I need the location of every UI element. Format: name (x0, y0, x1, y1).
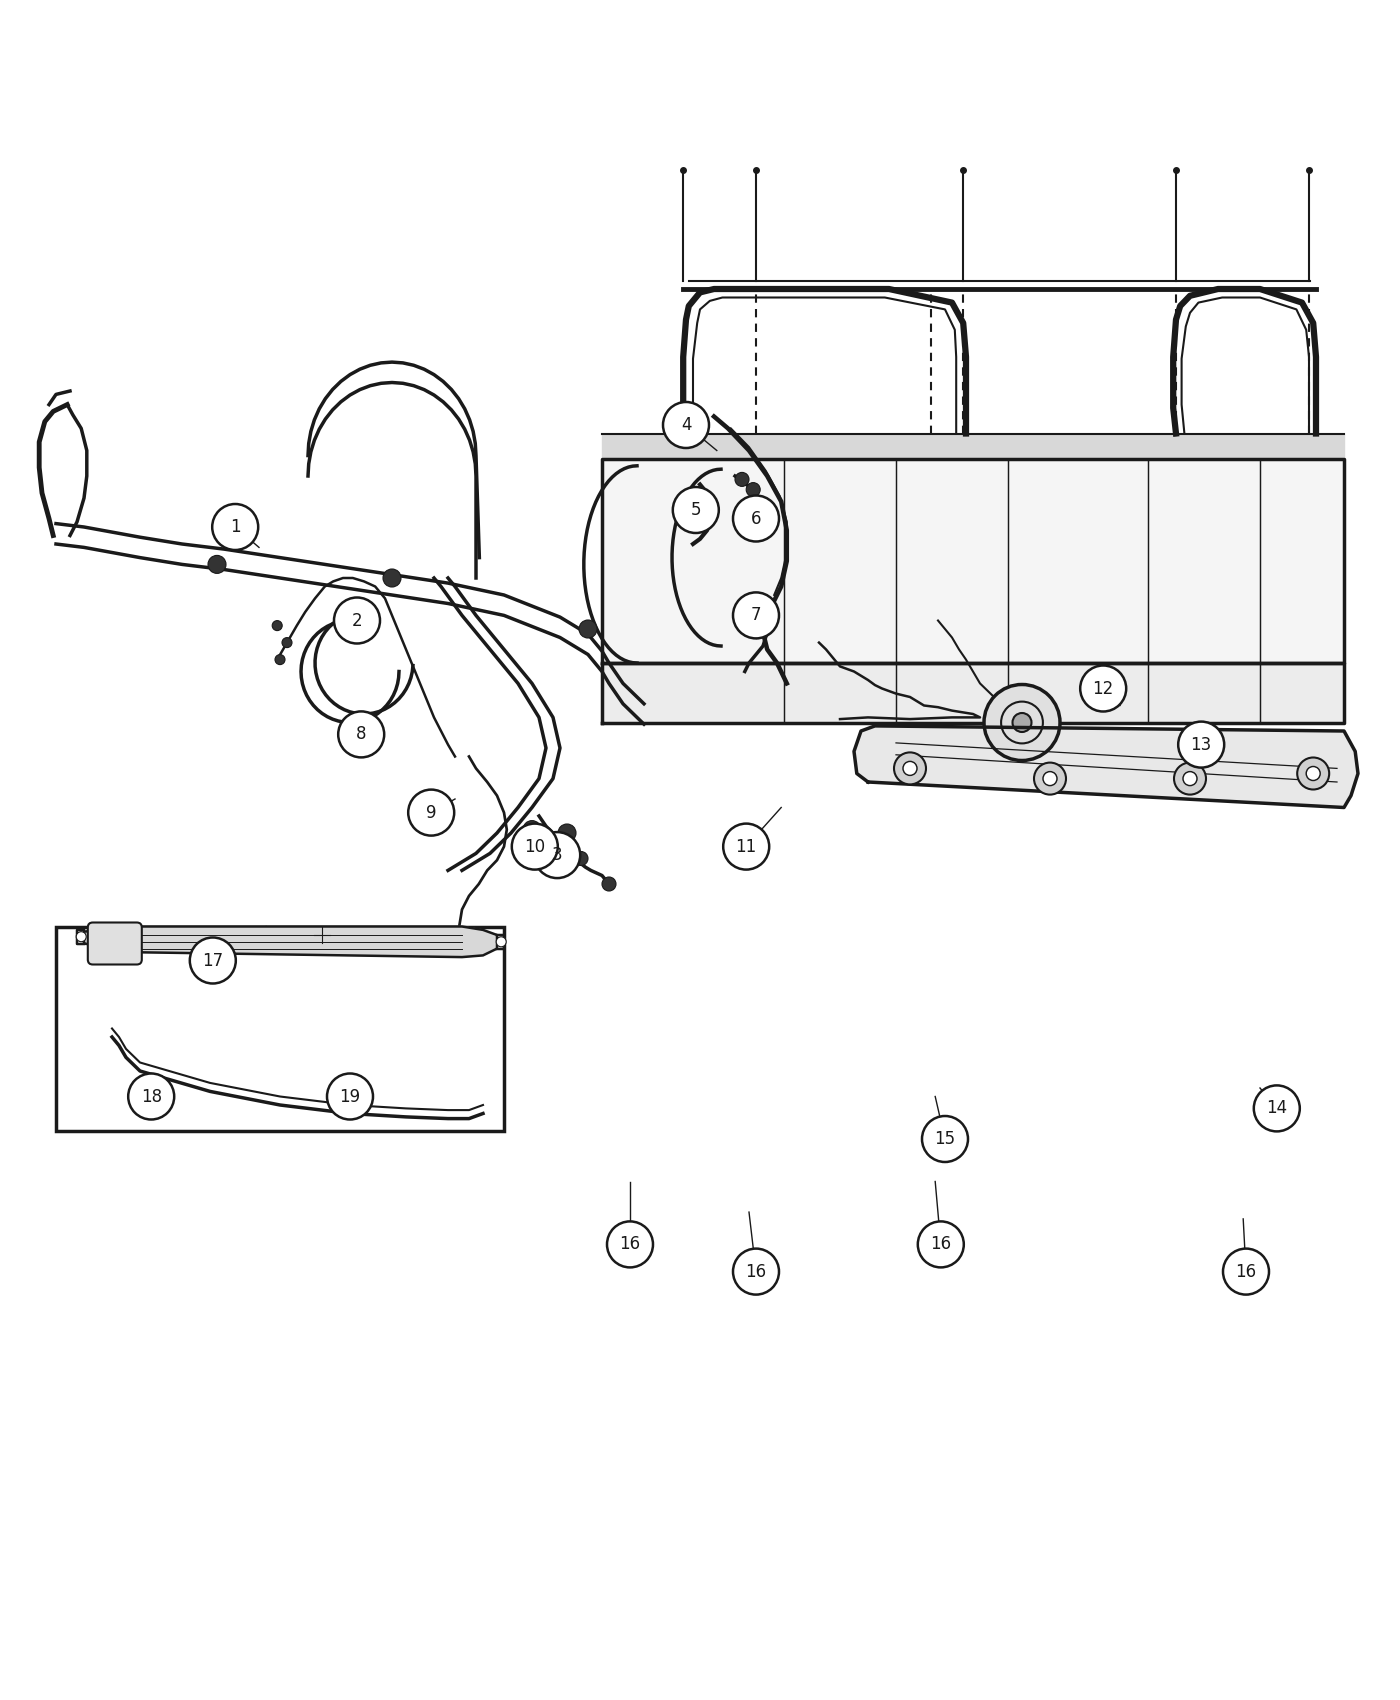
Text: 19: 19 (339, 1088, 361, 1105)
Circle shape (1081, 665, 1126, 712)
Circle shape (1298, 758, 1329, 789)
Circle shape (746, 483, 760, 496)
Circle shape (129, 1073, 174, 1120)
Text: 10: 10 (524, 838, 546, 855)
Bar (56, 927, 504, 1130)
Circle shape (608, 1221, 652, 1268)
Polygon shape (602, 434, 1344, 459)
Circle shape (213, 503, 258, 551)
Text: 15: 15 (934, 1130, 956, 1148)
Circle shape (1224, 1248, 1268, 1295)
Circle shape (335, 597, 379, 644)
Text: 18: 18 (140, 1088, 162, 1105)
Text: 4: 4 (680, 416, 692, 434)
Circle shape (190, 937, 235, 984)
Text: 8: 8 (356, 726, 367, 743)
Circle shape (1175, 763, 1205, 794)
FancyBboxPatch shape (88, 923, 141, 964)
Circle shape (496, 937, 507, 947)
Circle shape (1012, 712, 1032, 733)
Circle shape (734, 592, 778, 639)
Circle shape (1043, 772, 1057, 785)
Circle shape (903, 762, 917, 775)
Text: 16: 16 (745, 1263, 767, 1280)
Circle shape (384, 570, 400, 586)
Circle shape (984, 685, 1060, 760)
Circle shape (328, 1073, 372, 1120)
Text: 6: 6 (750, 510, 762, 527)
Circle shape (524, 821, 540, 838)
Circle shape (749, 609, 763, 622)
Text: 16: 16 (930, 1236, 952, 1253)
Polygon shape (84, 927, 497, 957)
Circle shape (535, 831, 580, 879)
Circle shape (209, 556, 225, 573)
Text: 1: 1 (230, 518, 241, 536)
Circle shape (895, 753, 925, 784)
Circle shape (1254, 1085, 1299, 1132)
Text: 3: 3 (552, 847, 563, 864)
Polygon shape (602, 459, 1344, 663)
Circle shape (559, 824, 575, 842)
Circle shape (918, 1221, 963, 1268)
Text: 16: 16 (619, 1236, 641, 1253)
Text: 17: 17 (202, 952, 224, 969)
Text: 16: 16 (1235, 1263, 1257, 1280)
Text: 2: 2 (351, 612, 363, 629)
Circle shape (574, 852, 588, 865)
Circle shape (76, 932, 87, 942)
Circle shape (1183, 772, 1197, 785)
Circle shape (1035, 763, 1065, 794)
Polygon shape (854, 726, 1358, 808)
Circle shape (409, 789, 454, 836)
Circle shape (580, 620, 596, 638)
Text: 7: 7 (750, 607, 762, 624)
Circle shape (664, 401, 708, 449)
Circle shape (735, 473, 749, 486)
Circle shape (673, 486, 718, 534)
Circle shape (734, 495, 778, 542)
Text: 9: 9 (426, 804, 437, 821)
Circle shape (602, 877, 616, 891)
Circle shape (734, 1248, 778, 1295)
Text: 11: 11 (735, 838, 757, 855)
Text: 13: 13 (1190, 736, 1212, 753)
Text: 14: 14 (1266, 1100, 1288, 1117)
Circle shape (274, 654, 286, 665)
Circle shape (1306, 767, 1320, 780)
Polygon shape (602, 663, 1344, 722)
Text: 12: 12 (1092, 680, 1114, 697)
Text: 5: 5 (690, 502, 701, 518)
Circle shape (923, 1115, 967, 1163)
Circle shape (724, 823, 769, 870)
Circle shape (339, 711, 384, 758)
Circle shape (281, 638, 293, 648)
Circle shape (512, 823, 557, 870)
Circle shape (272, 620, 283, 631)
Circle shape (1179, 721, 1224, 768)
